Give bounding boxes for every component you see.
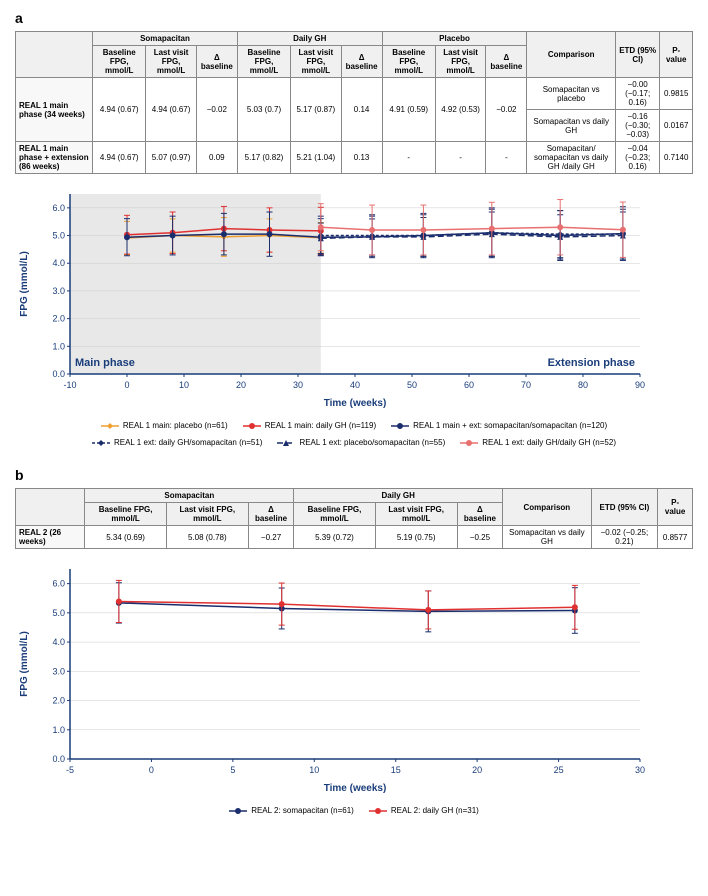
line-chart: 0.0 1.0 2.0 3.0 4.0 5.0 6.0 -10 0 10 20 30 40 50 60 70 8…: [15, 184, 655, 414]
svg-text:-5: -5: [66, 765, 74, 775]
chart-b-container: 0.0 1.0 2.0 3.0 4.0 5.0 6.0 -5 0 5 10 15 20 25 30 Time …: [15, 559, 693, 801]
svg-text:4.0: 4.0: [52, 637, 65, 647]
legend-swatch-icon: [460, 439, 478, 447]
svg-text:25: 25: [554, 765, 564, 775]
panel-a-label: a: [15, 10, 693, 26]
legend-label: REAL 1 ext: placebo/somapacitan (n=55): [299, 438, 445, 447]
svg-text:90: 90: [635, 380, 645, 390]
legend-label: REAL 1 ext: daily GH/somapacitan (n=51): [114, 438, 262, 447]
legend-swatch-icon: [391, 422, 409, 430]
svg-text:FPG (mmol/L): FPG (mmol/L): [19, 251, 30, 317]
legend-label: REAL 1 main: placebo (n=61): [123, 421, 228, 430]
legend-item: REAL 1 ext: daily GH/daily GH (n=52): [460, 438, 616, 447]
legend-b: REAL 2: somapacitan (n=61) REAL 2: daily …: [15, 806, 693, 815]
panel-a: a SomapacitanDaily GHPlaceboComparisonET…: [0, 0, 708, 457]
panel-b-label: b: [15, 467, 693, 483]
legend-item: REAL 2: daily GH (n=31): [369, 806, 479, 815]
svg-text:0.0: 0.0: [52, 754, 65, 764]
legend-swatch-icon: [92, 439, 110, 447]
table-b-container: SomapacitanDaily GHComparisonETD (95% CI…: [15, 488, 693, 549]
svg-text:3.0: 3.0: [52, 286, 65, 296]
svg-text:Time (weeks): Time (weeks): [324, 398, 387, 409]
legend-item: REAL 1 main: daily GH (n=119): [243, 421, 376, 430]
svg-text:70: 70: [521, 380, 531, 390]
legend-swatch-icon: [229, 807, 247, 815]
svg-text:3.0: 3.0: [52, 666, 65, 676]
legend-item: REAL 1 ext: daily GH/somapacitan (n=51): [92, 438, 262, 447]
svg-text:0: 0: [124, 380, 129, 390]
svg-text:2.0: 2.0: [52, 314, 65, 324]
svg-text:5.0: 5.0: [52, 231, 65, 241]
legend-label: REAL 2: daily GH (n=31): [391, 806, 479, 815]
svg-text:60: 60: [464, 380, 474, 390]
svg-text:Main phase: Main phase: [75, 357, 135, 369]
svg-text:15: 15: [391, 765, 401, 775]
svg-text:50: 50: [407, 380, 417, 390]
svg-text:2.0: 2.0: [52, 696, 65, 706]
svg-text:5.0: 5.0: [52, 608, 65, 618]
legend-label: REAL 1 main: daily GH (n=119): [265, 421, 376, 430]
svg-text:4.0: 4.0: [52, 258, 65, 268]
legend-label: REAL 1 ext: daily GH/daily GH (n=52): [482, 438, 616, 447]
svg-text:Extension phase: Extension phase: [548, 357, 635, 369]
svg-text:1.0: 1.0: [52, 725, 65, 735]
chart-a-container: 0.0 1.0 2.0 3.0 4.0 5.0 6.0 -10 0 10 20 30 40 50 60 70 8…: [15, 184, 693, 416]
svg-text:-10: -10: [63, 380, 76, 390]
svg-text:6.0: 6.0: [52, 579, 65, 589]
table-b: SomapacitanDaily GHComparisonETD (95% CI…: [15, 488, 693, 549]
svg-text:40: 40: [350, 380, 360, 390]
svg-text:10: 10: [179, 380, 189, 390]
svg-text:30: 30: [293, 380, 303, 390]
legend-label: REAL 2: somapacitan (n=61): [251, 806, 354, 815]
svg-text:20: 20: [236, 380, 246, 390]
legend-swatch-icon: [369, 807, 387, 815]
svg-text:10: 10: [309, 765, 319, 775]
svg-text:0: 0: [149, 765, 154, 775]
svg-text:0.0: 0.0: [52, 369, 65, 379]
legend-item: REAL 1 main: placebo (n=61): [101, 421, 228, 430]
legend-label: REAL 1 main + ext: somapacitan/somapacit…: [413, 421, 607, 430]
svg-text:6.0: 6.0: [52, 203, 65, 213]
legend-a: REAL 1 main: placebo (n=61) REAL 1 main: …: [15, 421, 693, 447]
svg-text:30: 30: [635, 765, 645, 775]
legend-item: REAL 2: somapacitan (n=61): [229, 806, 354, 815]
svg-text:20: 20: [472, 765, 482, 775]
svg-text:Time (weeks): Time (weeks): [324, 783, 387, 794]
legend-swatch-icon: [277, 439, 295, 447]
svg-text:5: 5: [230, 765, 235, 775]
svg-text:1.0: 1.0: [52, 341, 65, 351]
svg-text:80: 80: [578, 380, 588, 390]
legend-swatch-icon: [243, 422, 261, 430]
line-chart: 0.0 1.0 2.0 3.0 4.0 5.0 6.0 -5 0 5 10 15 20 25 30 Time …: [15, 559, 655, 799]
legend-item: REAL 1 ext: placebo/somapacitan (n=55): [277, 438, 445, 447]
svg-text:FPG (mmol/L): FPG (mmol/L): [19, 631, 30, 697]
table-a-container: SomapacitanDaily GHPlaceboComparisonETD …: [15, 31, 693, 174]
legend-item: REAL 1 main + ext: somapacitan/somapacit…: [391, 421, 607, 430]
legend-swatch-icon: [101, 422, 119, 430]
table-a: SomapacitanDaily GHPlaceboComparisonETD …: [15, 31, 693, 174]
panel-b: b SomapacitanDaily GHComparisonETD (95% …: [0, 457, 708, 825]
